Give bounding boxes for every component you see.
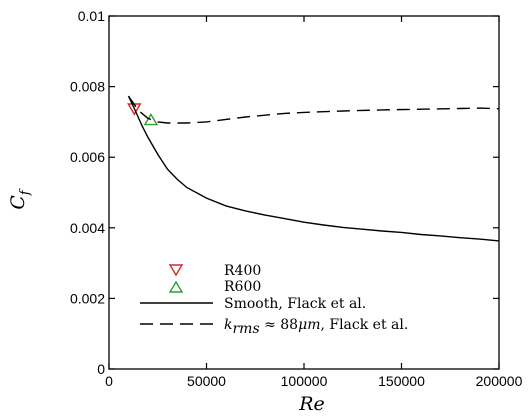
x-tick-label: 50000 xyxy=(187,373,226,389)
legend-marker-r600 xyxy=(168,280,184,293)
x-tick-label: 100000 xyxy=(281,373,328,389)
y-tick-label: 0.008 xyxy=(70,79,105,95)
y-tick-label: 0.002 xyxy=(70,290,105,306)
legend-label-smooth: Smooth, Flack et al. xyxy=(224,296,366,312)
x-axis-ticks: 0 50000 100000 150000 200000 xyxy=(105,16,523,389)
y-axis-label-subscript: f xyxy=(18,188,33,196)
data-point-r600 xyxy=(143,113,159,126)
legend: R400 R600 Smooth, Flack et al. krms ≈ 88… xyxy=(140,263,408,337)
series-line-smooth xyxy=(127,95,500,242)
legend-rough-subscript: rms xyxy=(232,321,259,337)
legend-rough-tail: , Flack et al. xyxy=(320,317,408,333)
x-tick-label: 0 xyxy=(105,373,113,389)
y-tick-label: 0 xyxy=(97,361,105,377)
legend-marker-r400 xyxy=(168,264,184,277)
y-tick-label: 0.004 xyxy=(70,220,105,236)
legend-rough-approx: ≈ 88 xyxy=(260,317,298,333)
plot-series xyxy=(127,95,500,242)
y-tick-label: 0.006 xyxy=(70,149,105,165)
legend-rough-k: k xyxy=(224,317,232,333)
y-axis-label-main: C xyxy=(7,195,29,210)
x-tick-label: 150000 xyxy=(378,373,425,389)
y-tick-label: 0.01 xyxy=(78,8,105,24)
y-axis-label: Cf xyxy=(7,188,33,210)
y-axis-ticks: 0 0.002 0.004 0.006 0.008 0.01 xyxy=(70,8,499,377)
series-line-rough xyxy=(127,95,500,124)
x-axis-label: Re xyxy=(298,393,325,415)
legend-label-rough: krms ≈ 88μm, Flack et al. xyxy=(224,317,408,337)
legend-label-r600: R600 xyxy=(224,279,261,295)
x-tick-label: 200000 xyxy=(476,373,523,389)
legend-rough-unit: μm xyxy=(298,317,320,333)
legend-label-r400: R400 xyxy=(224,263,261,279)
